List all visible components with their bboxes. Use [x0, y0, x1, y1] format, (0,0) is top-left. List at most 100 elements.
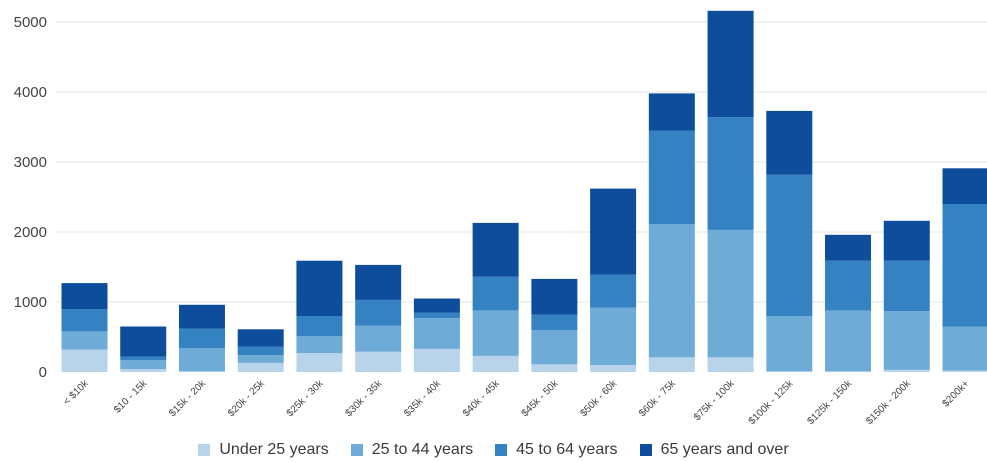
y-axis: 0 1000 2000 3000 4000 5000 — [14, 14, 47, 381]
x-tick-label: $40k - 45k — [461, 378, 503, 420]
bar-segment — [707, 10, 754, 118]
legend-label: 65 years and over — [660, 441, 789, 458]
y-tick-label: 1000 — [14, 294, 47, 311]
x-tick-label: $30k - 35k — [343, 378, 385, 420]
bar-segment — [296, 336, 343, 354]
bar-segment — [707, 357, 754, 372]
bar-segment — [413, 312, 460, 319]
bar-segment — [707, 229, 754, 358]
bar-segment — [648, 130, 695, 225]
x-tick-label: $75k - 100k — [692, 378, 737, 423]
x-tick-label: $150k - 200k — [864, 378, 913, 427]
bar-segment — [766, 174, 813, 316]
x-tick-label: $100k - 125k — [747, 378, 796, 427]
bar-segment — [825, 234, 872, 261]
bar-segment — [942, 168, 987, 204]
bar-segment — [590, 188, 637, 275]
bar-segment — [61, 283, 108, 309]
bar-segment — [883, 260, 930, 312]
bar-segment — [296, 260, 343, 316]
bar-segment — [766, 316, 813, 372]
y-tick-label: 0 — [39, 364, 47, 381]
bar-segment — [883, 311, 930, 370]
bar-segment — [942, 204, 987, 327]
x-tick-label: $125k - 150k — [805, 378, 854, 427]
bar-segment — [355, 351, 402, 372]
bar-segment — [707, 117, 754, 230]
bar-segment — [648, 224, 695, 358]
x-tick-label: $35k - 40k — [402, 378, 444, 420]
legend: Under 25 years 25 to 44 years 45 to 64 yea… — [0, 438, 987, 462]
bar-segment — [883, 220, 930, 261]
bar-segment — [178, 304, 225, 329]
bar-segment — [648, 93, 695, 131]
x-axis: < $10k $10 - 15k $15k - 20k $20k - 25k $25k … — [61, 378, 971, 427]
bar-segment — [825, 310, 872, 372]
bar-segment — [237, 346, 284, 356]
bar-segment — [942, 326, 987, 371]
bar-segment — [766, 110, 813, 175]
legend-item[interactable]: 25 to 44 years — [350, 441, 474, 459]
bar-segment — [355, 325, 402, 352]
bar-segment — [120, 326, 167, 357]
x-tick-label: $15k - 20k — [167, 378, 209, 420]
bar-segment — [590, 274, 637, 308]
legend-item[interactable]: 45 to 64 years — [495, 441, 618, 459]
bar-segment — [120, 360, 167, 370]
bar-segment — [648, 357, 695, 372]
bar-segment — [413, 348, 460, 372]
x-tick-label: $45k - 50k — [520, 378, 562, 420]
bar-segment — [237, 355, 284, 363]
x-tick-label: < $10k — [61, 378, 91, 408]
bar-segment — [825, 371, 872, 372]
legend-label: 45 to 64 years — [516, 441, 618, 458]
bar-segment — [296, 316, 343, 337]
y-tick-label: 5000 — [14, 14, 47, 31]
y-tick-label: 4000 — [14, 84, 47, 101]
bars — [61, 10, 987, 372]
y-tick-label: 2000 — [14, 224, 47, 241]
bar-segment — [472, 310, 519, 356]
bar-segment — [178, 348, 225, 372]
legend-item[interactable]: Under 25 years — [198, 441, 329, 459]
bar-segment — [61, 331, 108, 350]
legend-swatch — [495, 444, 508, 456]
bar-segment — [472, 355, 519, 372]
bar-segment — [825, 260, 872, 311]
x-tick-label: $20k - 25k — [226, 378, 268, 420]
bar-segment — [120, 356, 167, 361]
x-tick-label: $10 - 15k — [112, 378, 150, 416]
legend-label: Under 25 years — [219, 441, 329, 458]
bar-segment — [120, 369, 167, 372]
bar-segment — [178, 371, 225, 372]
bar-segment — [942, 370, 987, 372]
legend-swatch — [639, 444, 652, 456]
legend-item[interactable]: 65 years and over — [639, 441, 789, 459]
bar-segment — [531, 364, 578, 372]
bar-segment — [531, 330, 578, 365]
legend-swatch — [198, 444, 211, 456]
y-tick-label: 3000 — [14, 154, 47, 171]
bar-segment — [766, 371, 813, 372]
bar-segment — [472, 276, 519, 311]
bar-segment — [355, 299, 402, 326]
bar-segment — [531, 278, 578, 315]
bar-segment — [590, 365, 637, 372]
legend-label: 25 to 44 years — [371, 441, 474, 458]
bar-segment — [531, 314, 578, 330]
bar-segment — [296, 353, 343, 372]
bar-segment — [413, 298, 460, 313]
bar-segment — [472, 222, 519, 277]
bar-segment — [413, 318, 460, 349]
bar-segment — [237, 362, 284, 372]
legend-swatch — [350, 444, 363, 456]
bar-segment — [237, 329, 284, 347]
bar-segment — [61, 349, 108, 372]
x-tick-label: $60k - 75k — [637, 378, 679, 420]
bar-segment — [61, 309, 108, 332]
x-tick-label: $200k+ — [940, 378, 971, 409]
bar-segment — [590, 307, 637, 365]
x-tick-label: $50k - 60k — [578, 378, 620, 420]
bar-segment — [178, 328, 225, 349]
